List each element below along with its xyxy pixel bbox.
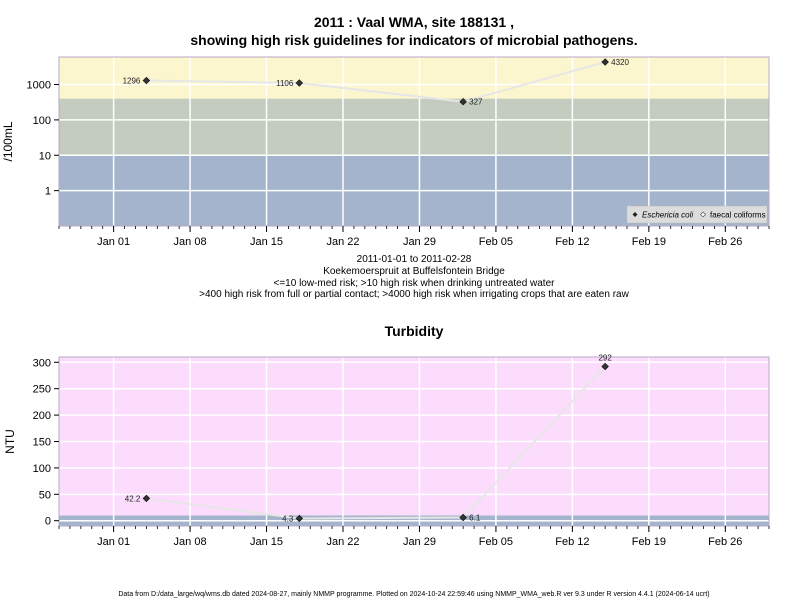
y-tick-label-6: 300	[33, 357, 51, 369]
x-tick-label-5: Feb 05	[479, 536, 513, 548]
data-point-1	[295, 514, 304, 523]
y-tick-label-1: 50	[39, 489, 51, 501]
data-label-0: 42.2	[125, 494, 141, 503]
y-tick-label-3: 150	[33, 437, 51, 449]
x-tick-label-0: Jan 01	[97, 236, 130, 248]
data-point-2	[459, 513, 467, 522]
turbidity-chart-panel: 0 50 100 150 200 250 300 Jan 01 Jan 08 Jan 15 Jan …	[3, 354, 770, 548]
y-tick-label-0: 0	[45, 516, 51, 528]
footer-note: Data from D:/data_large/wq/wms.db dated …	[118, 591, 709, 598]
x-tick-label-1: Jan 08	[174, 536, 207, 548]
x-tick-label-2: Jan 15	[250, 236, 283, 248]
turbidity-title: Turbidity	[385, 323, 444, 339]
y-tick-label-0: 1	[45, 186, 51, 198]
y-tick-label-3: 1000	[27, 80, 51, 92]
x-tick-label-8: Feb 26	[708, 236, 742, 248]
x-tick-label-0: Jan 01	[97, 536, 130, 548]
data-point-2	[459, 97, 467, 106]
series-line-0	[146, 365, 606, 520]
x-tick-label-6: Feb 12	[555, 536, 589, 548]
data-point-1	[295, 79, 304, 87]
legend-marker-ecoli-icon	[632, 212, 638, 217]
x-tick-label-4: Jan 29	[403, 236, 436, 248]
caption-line-1: 2011-01-01 to 2011-02-28	[357, 254, 472, 265]
x-tick-label-7: Feb 19	[632, 236, 666, 248]
data-label-1: 4.3	[282, 514, 294, 523]
chart-title-line-1: 2011 : Vaal WMA, site 188131 ,	[314, 14, 514, 30]
y-tick-label-1: 10	[39, 150, 51, 162]
x-tick-label-7: Feb 19	[632, 536, 666, 548]
data-label-3: 4320	[611, 58, 629, 67]
risk-band-1	[59, 98, 769, 156]
x-tick-label-6: Feb 12	[555, 236, 589, 248]
x-tick-label-8: Feb 26	[708, 536, 742, 548]
legend-marker-faecal-icon	[700, 211, 706, 218]
data-point-3	[601, 58, 609, 66]
legend-entry-faecal: faecal coliforms	[710, 211, 766, 220]
plot-frame	[58, 56, 770, 227]
risk-band-2	[59, 57, 769, 99]
x-tick-label-3: Jan 22	[326, 536, 359, 548]
chart-title-line-2: showing high risk guidelines for indicat…	[190, 32, 637, 48]
data-point-3	[601, 362, 609, 371]
risk-band-1	[59, 357, 769, 516]
caption-line-4: >400 high risk from full or partial cont…	[199, 289, 629, 300]
data-label-0: 1296	[123, 77, 141, 86]
x-tick-label-1: Jan 08	[174, 236, 207, 248]
x-tick-label-4: Jan 29	[403, 536, 436, 548]
data-label-1: 1106	[276, 79, 294, 88]
legend-entry-ecoli: Eschericia coli	[642, 211, 693, 220]
data-label-2: 327	[469, 98, 483, 107]
x-tick-label-5: Feb 05	[479, 236, 513, 248]
data-label-3: 292	[598, 354, 612, 363]
y-tick-label-2: 100	[33, 463, 51, 475]
y-axis-label: NTU	[3, 429, 17, 454]
y-tick-label-2: 100	[33, 115, 51, 127]
x-tick-label-2: Jan 15	[250, 536, 283, 548]
legend-box	[626, 205, 768, 224]
data-label-2: 6.1	[469, 513, 481, 522]
data-point-0	[142, 494, 151, 503]
data-point-0	[142, 76, 151, 85]
y-tick-label-4: 200	[33, 410, 51, 422]
top-chart-panel: 1 10 100 1000 Jan 01 Jan 08 Jan 15 Jan 22 Jan 29…	[1, 56, 770, 248]
caption-line-2: Koekemoerspruit at Buffelsfontein Bridge	[323, 266, 505, 277]
y-tick-label-5: 250	[33, 384, 51, 396]
caption-line-3: <=10 low-med risk; >10 high risk when dr…	[274, 278, 556, 289]
legend: Eschericia coli faecal coliforms	[626, 205, 768, 224]
series-line-0	[146, 61, 606, 103]
x-tick-label-3: Jan 22	[326, 236, 359, 248]
y-axis-label: /100mL	[1, 121, 15, 161]
